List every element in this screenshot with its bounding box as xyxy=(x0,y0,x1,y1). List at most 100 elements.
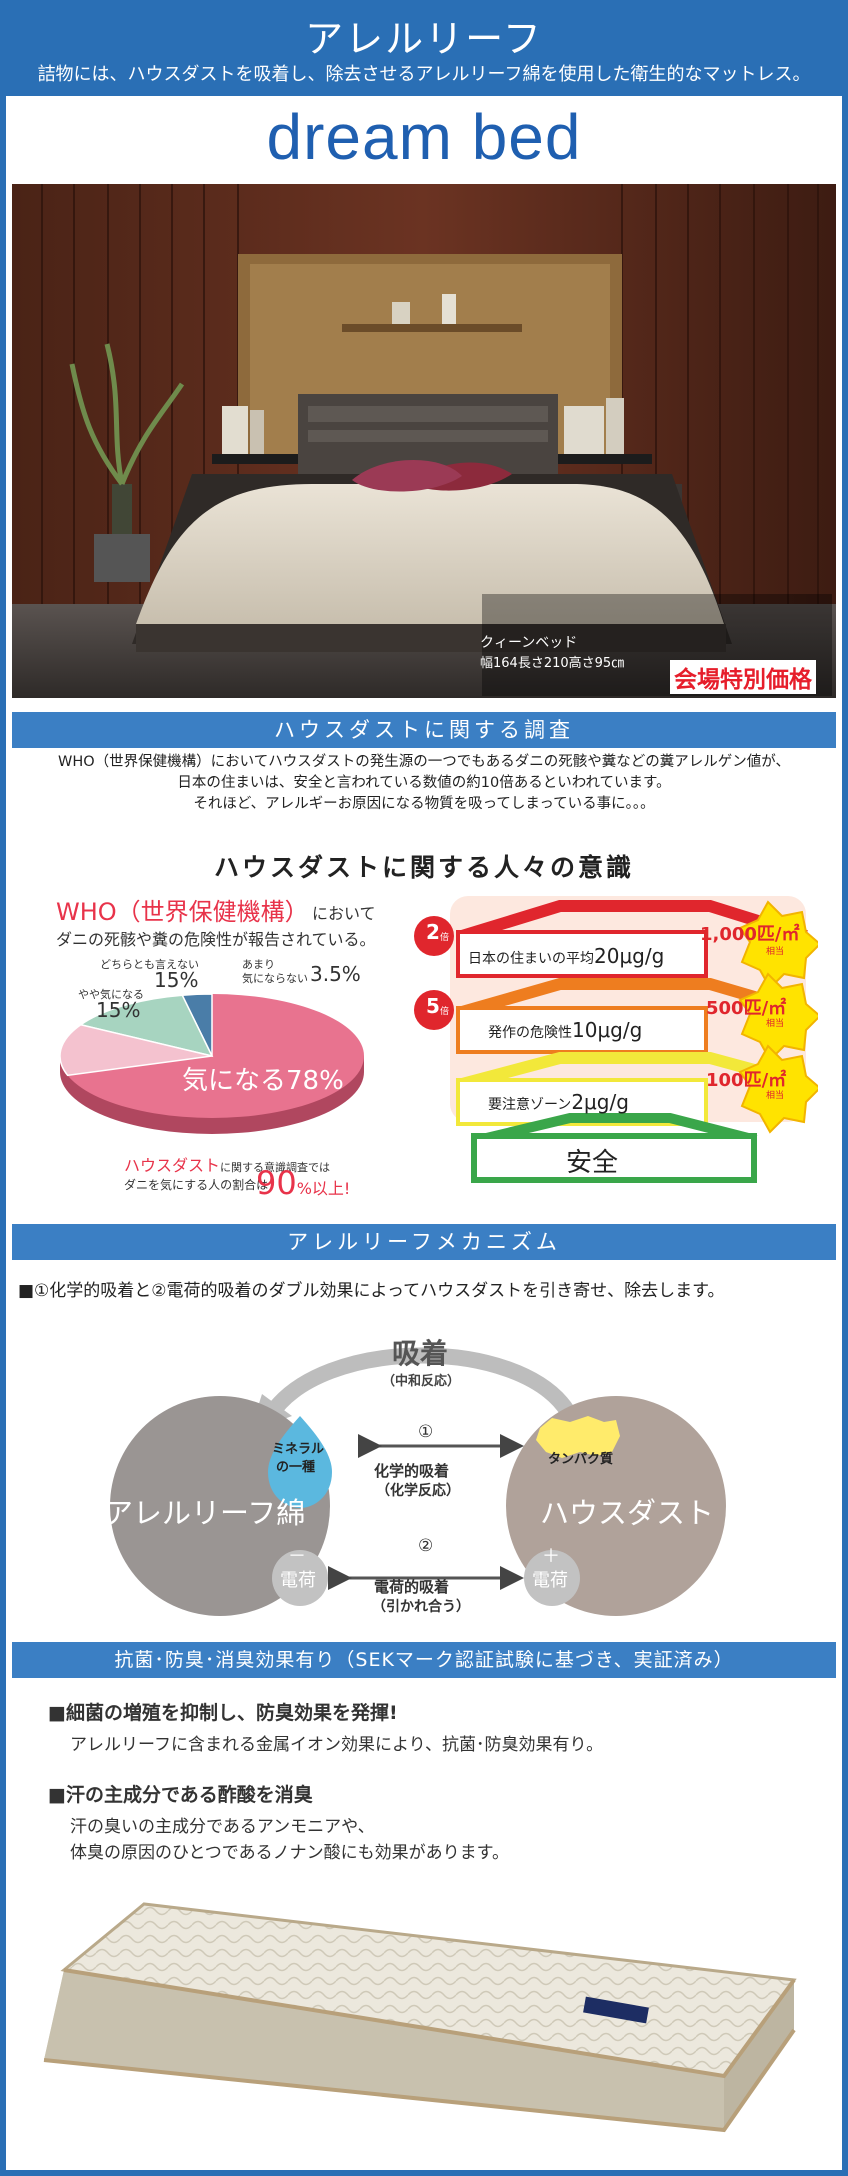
num2-label: ② xyxy=(418,1536,434,1556)
pie-slice-s1 xyxy=(59,1023,213,1077)
pie-s2-value: 15% xyxy=(154,968,199,992)
who-suffix: において xyxy=(312,904,376,923)
plus-circle xyxy=(524,1550,580,1606)
bed-illustration xyxy=(12,184,836,698)
header-band xyxy=(0,0,848,96)
row2-circle-num: 5 xyxy=(426,994,440,1018)
note-line1: ハウスダストに関する意識調査では xyxy=(124,1152,330,1176)
survey-para-1: WHO（世界保健機構）においてハウスダストの発生源の一つでもあるダニの死骸や糞な… xyxy=(58,754,790,770)
row2-label: 発作の危険性10μg/g xyxy=(488,1018,642,1042)
row3-value: 2μg/g xyxy=(571,1090,629,1114)
elec-label: 電荷的吸着 xyxy=(374,1578,450,1596)
awareness-heading: ハウスダストに関する人々の意識 xyxy=(213,853,634,882)
pie-s1-text: やや気になる xyxy=(78,988,144,1001)
row2-badge-sub: 相当 xyxy=(766,1019,785,1029)
pie-s1-value: 15% xyxy=(96,998,141,1022)
mechanism-diagram xyxy=(110,1347,726,1616)
minus-charge: 電荷 xyxy=(280,1570,316,1591)
note-big: 90 xyxy=(256,1164,297,1202)
feature2-text1: 汗の臭いの主成分であるアンモニアや、 xyxy=(70,1817,375,1837)
row2-text: 発作の危険性 xyxy=(488,1025,572,1041)
absorb-arc xyxy=(263,1347,575,1421)
green-roof xyxy=(476,1113,758,1145)
who-line2: ダニの死骸や糞の危険性が報告されている。 xyxy=(56,930,376,949)
caption-size: 幅164長さ210高さ95㎝ xyxy=(480,656,625,671)
chem-label: 化学的吸着 xyxy=(374,1462,450,1480)
minus-circle xyxy=(272,1550,328,1606)
plus-sign: ＋ xyxy=(542,1546,560,1567)
survey-para-2: 日本の住まいは、安全と言われている数値の約10倍あるといわれています。 xyxy=(177,775,671,791)
elec-sub: （引かれ合う） xyxy=(372,1599,470,1615)
row2-box xyxy=(456,1006,708,1054)
row1-circle-num: 2 xyxy=(426,920,440,944)
bed-photo: クィーンベッド 幅164長さ210高さ95㎝ 会場特別価格 xyxy=(12,184,836,698)
row3-label: 要注意ゾーン2μg/g xyxy=(488,1090,629,1114)
feature2-title: ■汗の主成分である酢酸を消臭 xyxy=(48,1784,313,1806)
row2-circle-sub: 倍 xyxy=(440,1007,450,1017)
row2-badge: 500匹/㎡ xyxy=(706,998,787,1019)
note-red: ハウスダスト xyxy=(124,1156,221,1175)
note-unit: %以上! xyxy=(296,1179,351,1198)
row1-circle-sub: 倍 xyxy=(440,933,450,943)
mattress-illustration xyxy=(43,1902,797,2133)
housedust-label: ハウスダスト xyxy=(540,1496,715,1530)
page-subtitle: 詰物には、ハウスダストを吸着し、除去させるアレルリーフ綿を使用した衛生的なマット… xyxy=(37,64,811,85)
row1-box xyxy=(456,930,708,978)
features-title-bar: 抗菌･防臭･消臭効果有り（SEKマーク認証試験に基づき、実証済み） xyxy=(12,1642,836,1678)
row1-burst xyxy=(738,900,818,990)
allergen-levels-diagram xyxy=(414,896,818,1183)
row1-circle xyxy=(414,916,454,956)
price-badge: 会場特別価格 xyxy=(670,660,816,694)
survey-title-bar: ハウスダストに関する調査 xyxy=(12,712,836,748)
note-rest: に関する意識調査では xyxy=(220,1161,331,1174)
absorb-label: 吸着 xyxy=(392,1337,449,1370)
allerleaf-label: アレルリーフ綿 xyxy=(104,1496,306,1530)
pie-s3-text2: 気にならない xyxy=(242,972,308,985)
minus-sign: － xyxy=(288,1546,306,1567)
pie-slice-s2 xyxy=(78,994,214,1058)
feature2-text2: 体臭の原因のひとつであるノナン酸にも効果があります。 xyxy=(70,1843,509,1863)
absorb-sub: （中和反応） xyxy=(382,1374,461,1389)
row3-text: 要注意ゾーン xyxy=(488,1097,572,1113)
pie-s3-text1: あまり xyxy=(242,958,275,971)
pie-s2-text: どちらとも言えない xyxy=(100,958,199,971)
brand-logo: dream bed xyxy=(266,101,582,173)
row2-burst xyxy=(738,972,818,1062)
feature1-title: ■細菌の増殖を抑制し、防臭効果を発揮! xyxy=(48,1702,398,1724)
row2-circle xyxy=(414,990,454,1030)
row1-badge: 1,000匹/㎡ xyxy=(700,924,800,945)
chem-sub: （化学反応） xyxy=(376,1483,460,1499)
protein-blob xyxy=(536,1416,620,1458)
row3-burst xyxy=(738,1044,818,1134)
row1-badge-sub: 相当 xyxy=(766,947,785,957)
note-line2: ダニを気にする人の割合は xyxy=(124,1178,269,1192)
row3-badge: 100匹/㎡ xyxy=(706,1070,787,1091)
row3-box xyxy=(456,1078,708,1126)
pie-s3-value: 3.5% xyxy=(310,962,361,986)
mineral-label-1: ミネラル xyxy=(272,1442,325,1457)
protein-label: タンパク質 xyxy=(548,1452,614,1467)
pie-main-label: 気になる78% xyxy=(182,1060,344,1097)
caption-product: クィーンベッド xyxy=(480,635,578,651)
mineral-drop xyxy=(268,1416,332,1508)
mechanism-intro: ■①化学的吸着と②電荷的吸着のダブル効果によってハウスダストを引き寄せ、除去しま… xyxy=(18,1281,725,1301)
row1-value: 20μg/g xyxy=(594,944,665,968)
mineral-label-2: の一種 xyxy=(276,1460,316,1475)
mechanism-title-bar: アレルリーフメカニズム xyxy=(12,1224,836,1260)
pie-main-text: 気になる xyxy=(182,1066,287,1096)
row1-label: 日本の住まいの平均20μg/g xyxy=(468,944,664,968)
who-label: WHO（世界保健機構） xyxy=(56,898,309,926)
row1-text: 日本の住まいの平均 xyxy=(468,951,594,967)
row2-value: 10μg/g xyxy=(572,1018,643,1042)
row3-badge-sub: 相当 xyxy=(766,1091,785,1101)
awareness-pie-chart xyxy=(59,993,364,1134)
num1-label: ① xyxy=(418,1422,434,1442)
safe-box xyxy=(471,1133,757,1183)
pie-main-value: 78% xyxy=(286,1066,344,1096)
safe-label: 安全 xyxy=(566,1148,619,1178)
plus-charge: 電荷 xyxy=(532,1570,568,1591)
survey-para-3: それほど、アレルギーお原因になる物質を吸ってしまっている事に。。。 xyxy=(193,796,655,812)
feature1-text: アレルリーフに含まれる金属イオン効果により、抗菌･防臭効果有り。 xyxy=(70,1735,604,1755)
note-big-value: 90%以上! xyxy=(256,1164,350,1202)
page-title: アレルリーフ xyxy=(305,17,543,61)
